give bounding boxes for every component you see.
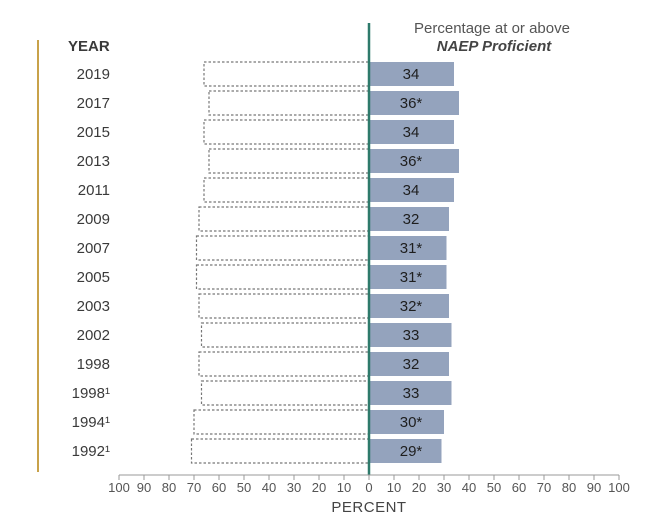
- x-tick-label: 100: [108, 480, 130, 495]
- proficient-bar: [369, 265, 447, 289]
- x-tick-label: 90: [587, 480, 601, 495]
- year-label: 2009: [77, 211, 110, 228]
- x-tick-label: 60: [212, 480, 226, 495]
- year-label: 2017: [77, 95, 110, 112]
- year-label: 1994¹: [72, 414, 110, 431]
- legend-line-1: Percentage at or above: [414, 20, 570, 37]
- proficient-bar: [369, 381, 452, 405]
- x-tick-label: 10: [337, 480, 351, 495]
- bar-value-label: 29*: [400, 443, 423, 460]
- proficient-bar: [369, 207, 449, 231]
- bar-value-label: 30*: [400, 414, 423, 431]
- x-tick-label: 40: [462, 480, 476, 495]
- x-tick-label: 30: [437, 480, 451, 495]
- bar-value-label: 31*: [400, 240, 423, 257]
- x-tick-label: 70: [187, 480, 201, 495]
- year-label: 2011: [78, 182, 110, 199]
- proficient-bar: [369, 91, 459, 115]
- x-tick-label: 20: [412, 480, 426, 495]
- below-proficient-bar: [208, 90, 370, 116]
- bar-value-label: 31*: [400, 269, 423, 286]
- bar-value-label: 34: [403, 124, 420, 141]
- below-proficient-bar: [198, 293, 370, 319]
- proficient-bar: [369, 120, 454, 144]
- x-axis-label: PERCENT: [331, 499, 406, 516]
- x-tick-label: 20: [312, 480, 326, 495]
- proficient-bar: [369, 236, 447, 260]
- year-label: 2005: [77, 269, 110, 286]
- x-tick-label: 60: [512, 480, 526, 495]
- bar-value-label: 33: [403, 327, 420, 344]
- below-proficient-bar: [200, 322, 370, 348]
- below-proficient-bar: [200, 380, 370, 406]
- year-label: 2003: [77, 298, 110, 315]
- year-label: 2019: [77, 66, 110, 83]
- x-tick-label: 70: [537, 480, 551, 495]
- year-label: 2015: [77, 124, 110, 141]
- bar-value-label: 33: [403, 385, 420, 402]
- x-tick-label: 50: [237, 480, 251, 495]
- below-proficient-bar: [193, 409, 370, 435]
- bar-value-label: 32*: [400, 298, 423, 315]
- x-tick-label: 40: [262, 480, 276, 495]
- below-proficient-bar: [203, 177, 370, 203]
- x-tick-label: 80: [562, 480, 576, 495]
- proficient-bar: [369, 323, 452, 347]
- bar-rows: 2019 34 2017 36* 2015 34 2013 36* 2011 34 2009 32 20…: [72, 61, 459, 464]
- proficient-bar: [369, 439, 442, 463]
- below-proficient-bar: [195, 235, 370, 261]
- below-proficient-bar: [190, 438, 370, 464]
- bar-value-label: 36*: [400, 153, 423, 170]
- x-tick-label: 90: [137, 480, 151, 495]
- below-proficient-bar: [198, 351, 370, 377]
- bar-value-label: 34: [403, 66, 420, 83]
- year-label: 2013: [77, 153, 110, 170]
- bar-value-label: 34: [403, 182, 420, 199]
- below-proficient-bar: [203, 119, 370, 145]
- proficient-bar: [369, 294, 449, 318]
- below-proficient-bar: [198, 206, 370, 232]
- below-proficient-bar: [195, 264, 370, 290]
- x-tick-label: 80: [162, 480, 176, 495]
- year-label: 2002: [77, 327, 110, 344]
- x-tick-label: 30: [287, 480, 301, 495]
- proficient-bar: [369, 352, 449, 376]
- x-axis: 100 90 80 70 60 50 40 30 20 10 0 10 20 30 40 50 60 70 80 90…: [108, 474, 630, 495]
- year-label: 2007: [77, 240, 110, 257]
- proficient-bar: [369, 178, 454, 202]
- proficient-bar: [369, 410, 444, 434]
- proficient-bar: [369, 149, 459, 173]
- below-proficient-bar: [203, 61, 370, 87]
- bar-value-label: 36*: [400, 95, 423, 112]
- x-tick-label: 50: [487, 480, 501, 495]
- x-tick-label: 0: [365, 480, 372, 495]
- below-proficient-bar: [208, 148, 370, 174]
- legend-line-2: NAEP Proficient: [437, 38, 552, 55]
- year-label: 1998: [77, 356, 110, 373]
- x-tick-label: 10: [387, 480, 401, 495]
- x-tick-label: 100: [608, 480, 630, 495]
- year-label: 1992¹: [72, 443, 110, 460]
- year-label: 1998¹: [72, 385, 110, 402]
- proficient-bar: [369, 62, 454, 86]
- year-column-header: YEAR: [68, 38, 110, 55]
- bar-value-label: 32: [403, 356, 420, 373]
- bar-value-label: 32: [403, 211, 420, 228]
